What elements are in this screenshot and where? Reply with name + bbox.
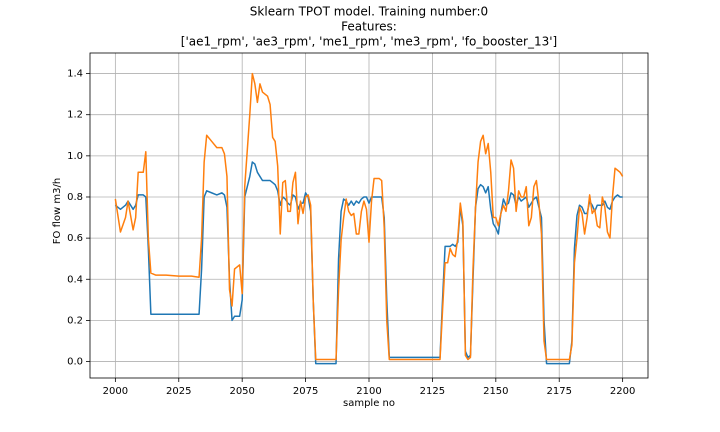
y-tick-label: 1.2 (67, 110, 83, 121)
x-axis-label: sample no (343, 398, 395, 409)
plot-frame (89, 52, 649, 379)
y-axis-label: FO flow m3/h (52, 178, 63, 244)
y-tick-label: 0.2 (67, 315, 83, 326)
chart-title: Features: (341, 20, 397, 34)
x-tick-label: 2175 (547, 386, 572, 397)
x-tick-label: 2200 (610, 386, 635, 397)
y-tick-label: 0.8 (67, 192, 83, 203)
y-tick-label: 0.0 (67, 357, 83, 368)
y-tick-label: 1.0 (67, 151, 83, 162)
x-tick-label: 2100 (356, 386, 381, 397)
chart-title: Sklearn TPOT model. Training number:0 (250, 5, 488, 19)
x-tick-label: 2125 (420, 386, 445, 397)
y-tick-label: 1.4 (67, 69, 83, 80)
series-line (114, 72, 624, 361)
x-tick-label: 2050 (229, 386, 254, 397)
x-tick-label: 2025 (166, 386, 191, 397)
y-tick-label: 0.6 (67, 233, 83, 244)
y-tick-label: 0.4 (67, 274, 83, 285)
x-tick-label: 2000 (103, 386, 128, 397)
x-tick-label: 2075 (293, 386, 318, 397)
chart-title: ['ae1_rpm', 'ae3_rpm', 'me1_rpm', 'me3_r… (181, 35, 557, 49)
x-tick-label: 2150 (483, 386, 508, 397)
